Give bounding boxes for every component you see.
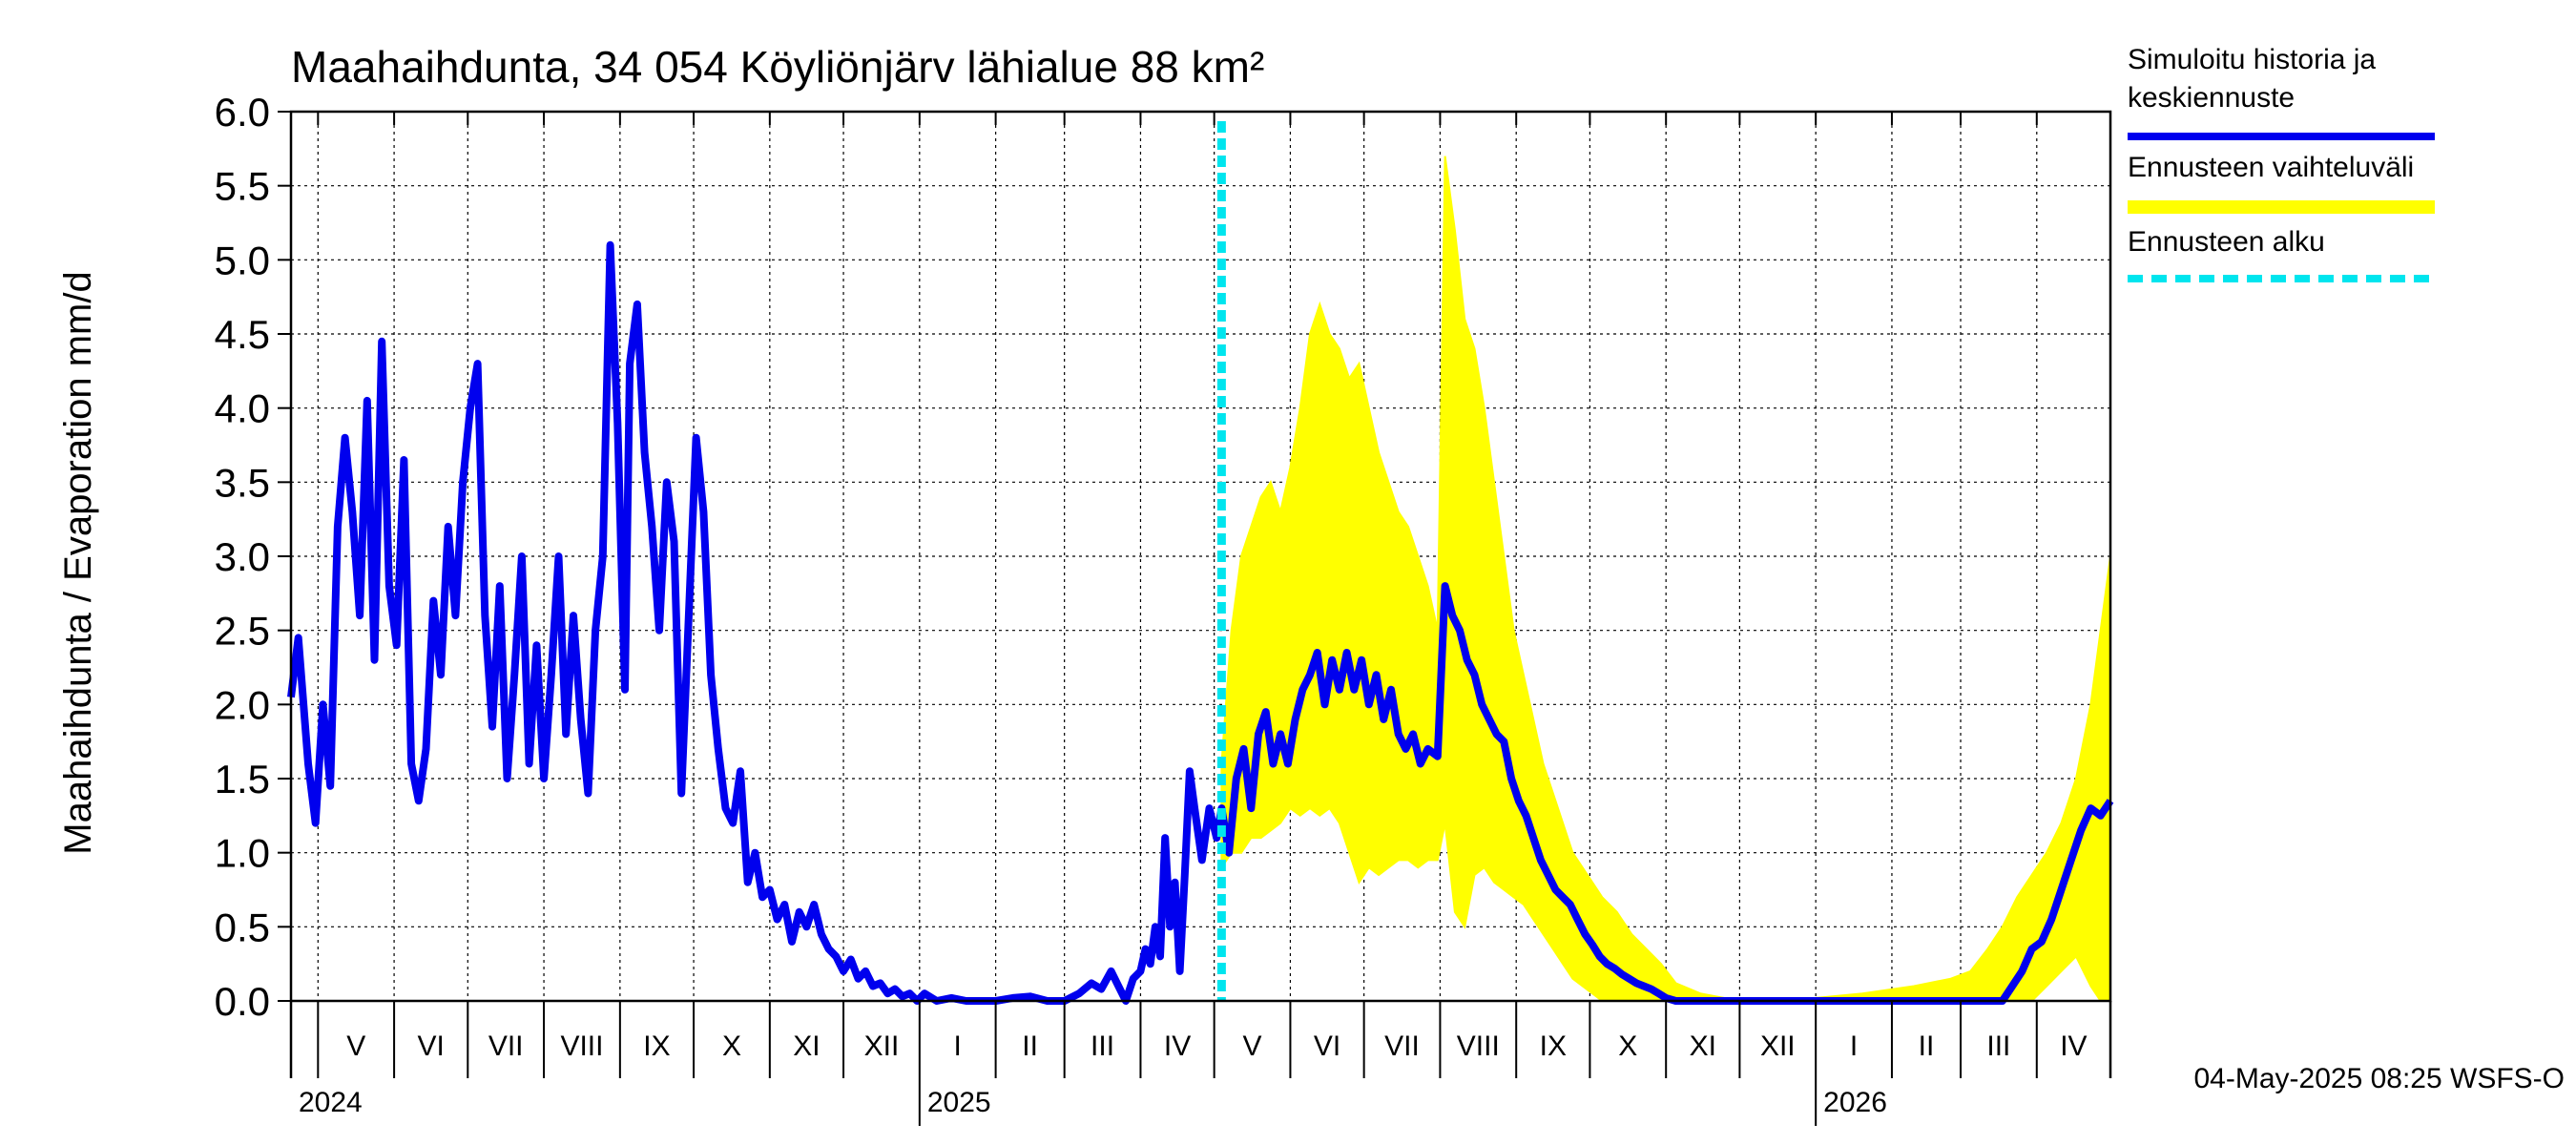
month-label: VIII xyxy=(560,1030,603,1062)
legend: Simuloitu historia ja keskiennuste Ennuste… xyxy=(2128,44,2435,282)
y-tick-label: 0.0 xyxy=(215,979,270,1024)
timestamp-footer: 04-May-2025 08:25 WSFS-O xyxy=(2194,1063,2566,1094)
y-tick-label: 2.0 xyxy=(215,682,270,727)
y-tick-label: 0.5 xyxy=(215,905,270,949)
year-label: 2024 xyxy=(299,1087,363,1118)
simulated-line xyxy=(287,240,2114,1005)
x-axis-year-labels: 2024 2025 2026 xyxy=(299,1087,1887,1118)
y-tick-label: 3.0 xyxy=(215,534,270,579)
month-label: XII xyxy=(864,1030,900,1062)
y-tick-label: 1.5 xyxy=(215,757,270,802)
month-label: XI xyxy=(1690,1030,1716,1062)
y-tick-label: 1.0 xyxy=(215,831,270,876)
month-label: I xyxy=(1850,1030,1858,1062)
y-tick-label: 5.0 xyxy=(215,238,270,282)
grid-lines xyxy=(291,112,2110,1001)
year-label: 2025 xyxy=(927,1087,991,1118)
month-label: VII xyxy=(488,1030,524,1062)
month-label: V xyxy=(346,1030,365,1062)
y-tick-labels: 0.0 0.5 1.0 1.5 2.0 2.5 3.0 3.5 4.0 4.5 5.0 5.5 6.0 xyxy=(215,90,270,1024)
y-tick-label: 3.5 xyxy=(215,460,270,505)
chart-title: Maahaihdunta, 34 054 Köyliönjärv lähialu… xyxy=(291,42,1264,92)
y-tick-label: 4.5 xyxy=(215,312,270,357)
month-label: V xyxy=(1243,1030,1262,1062)
month-label: X xyxy=(722,1030,741,1062)
plot-border xyxy=(289,110,2112,1003)
month-label: I xyxy=(954,1030,962,1062)
month-label: IX xyxy=(643,1030,670,1062)
y-tick-label: 5.5 xyxy=(215,164,270,209)
month-label: IX xyxy=(1540,1030,1567,1062)
month-label: IV xyxy=(1164,1030,1191,1062)
y-axis-label: Maahaihdunta / Evaporation mm/d xyxy=(57,271,99,854)
simulated-series xyxy=(287,240,2114,1005)
plot-frame xyxy=(278,110,2112,1126)
month-label: III xyxy=(1986,1030,2010,1062)
month-label: III xyxy=(1091,1030,1114,1062)
month-label: VI xyxy=(1314,1030,1340,1062)
legend-label: Ennusteen vaihteluväli xyxy=(2128,152,2414,183)
month-label: IV xyxy=(2060,1030,2087,1062)
month-label: VI xyxy=(418,1030,445,1062)
x-axis-month-labels: V VI VII VIII IX X XI XII I II III IV V VI VII VIII IX X X… xyxy=(346,1030,2087,1062)
legend-label: Simuloitu historia ja xyxy=(2128,44,2376,75)
legend-label: Ennusteen alku xyxy=(2128,226,2325,258)
year-label: 2026 xyxy=(1823,1087,1887,1118)
month-label: VII xyxy=(1384,1030,1420,1062)
month-label: VIII xyxy=(1457,1030,1500,1062)
y-tick-label: 2.5 xyxy=(215,609,270,654)
month-label: X xyxy=(1618,1030,1637,1062)
month-label: XII xyxy=(1760,1030,1796,1062)
y-tick-label: 4.0 xyxy=(215,386,270,431)
y-tick-label: 6.0 xyxy=(215,90,270,135)
legend-label: keskiennuste xyxy=(2128,82,2295,114)
month-label: II xyxy=(1022,1030,1038,1062)
month-label: II xyxy=(1919,1030,1935,1062)
month-label: XI xyxy=(793,1030,820,1062)
